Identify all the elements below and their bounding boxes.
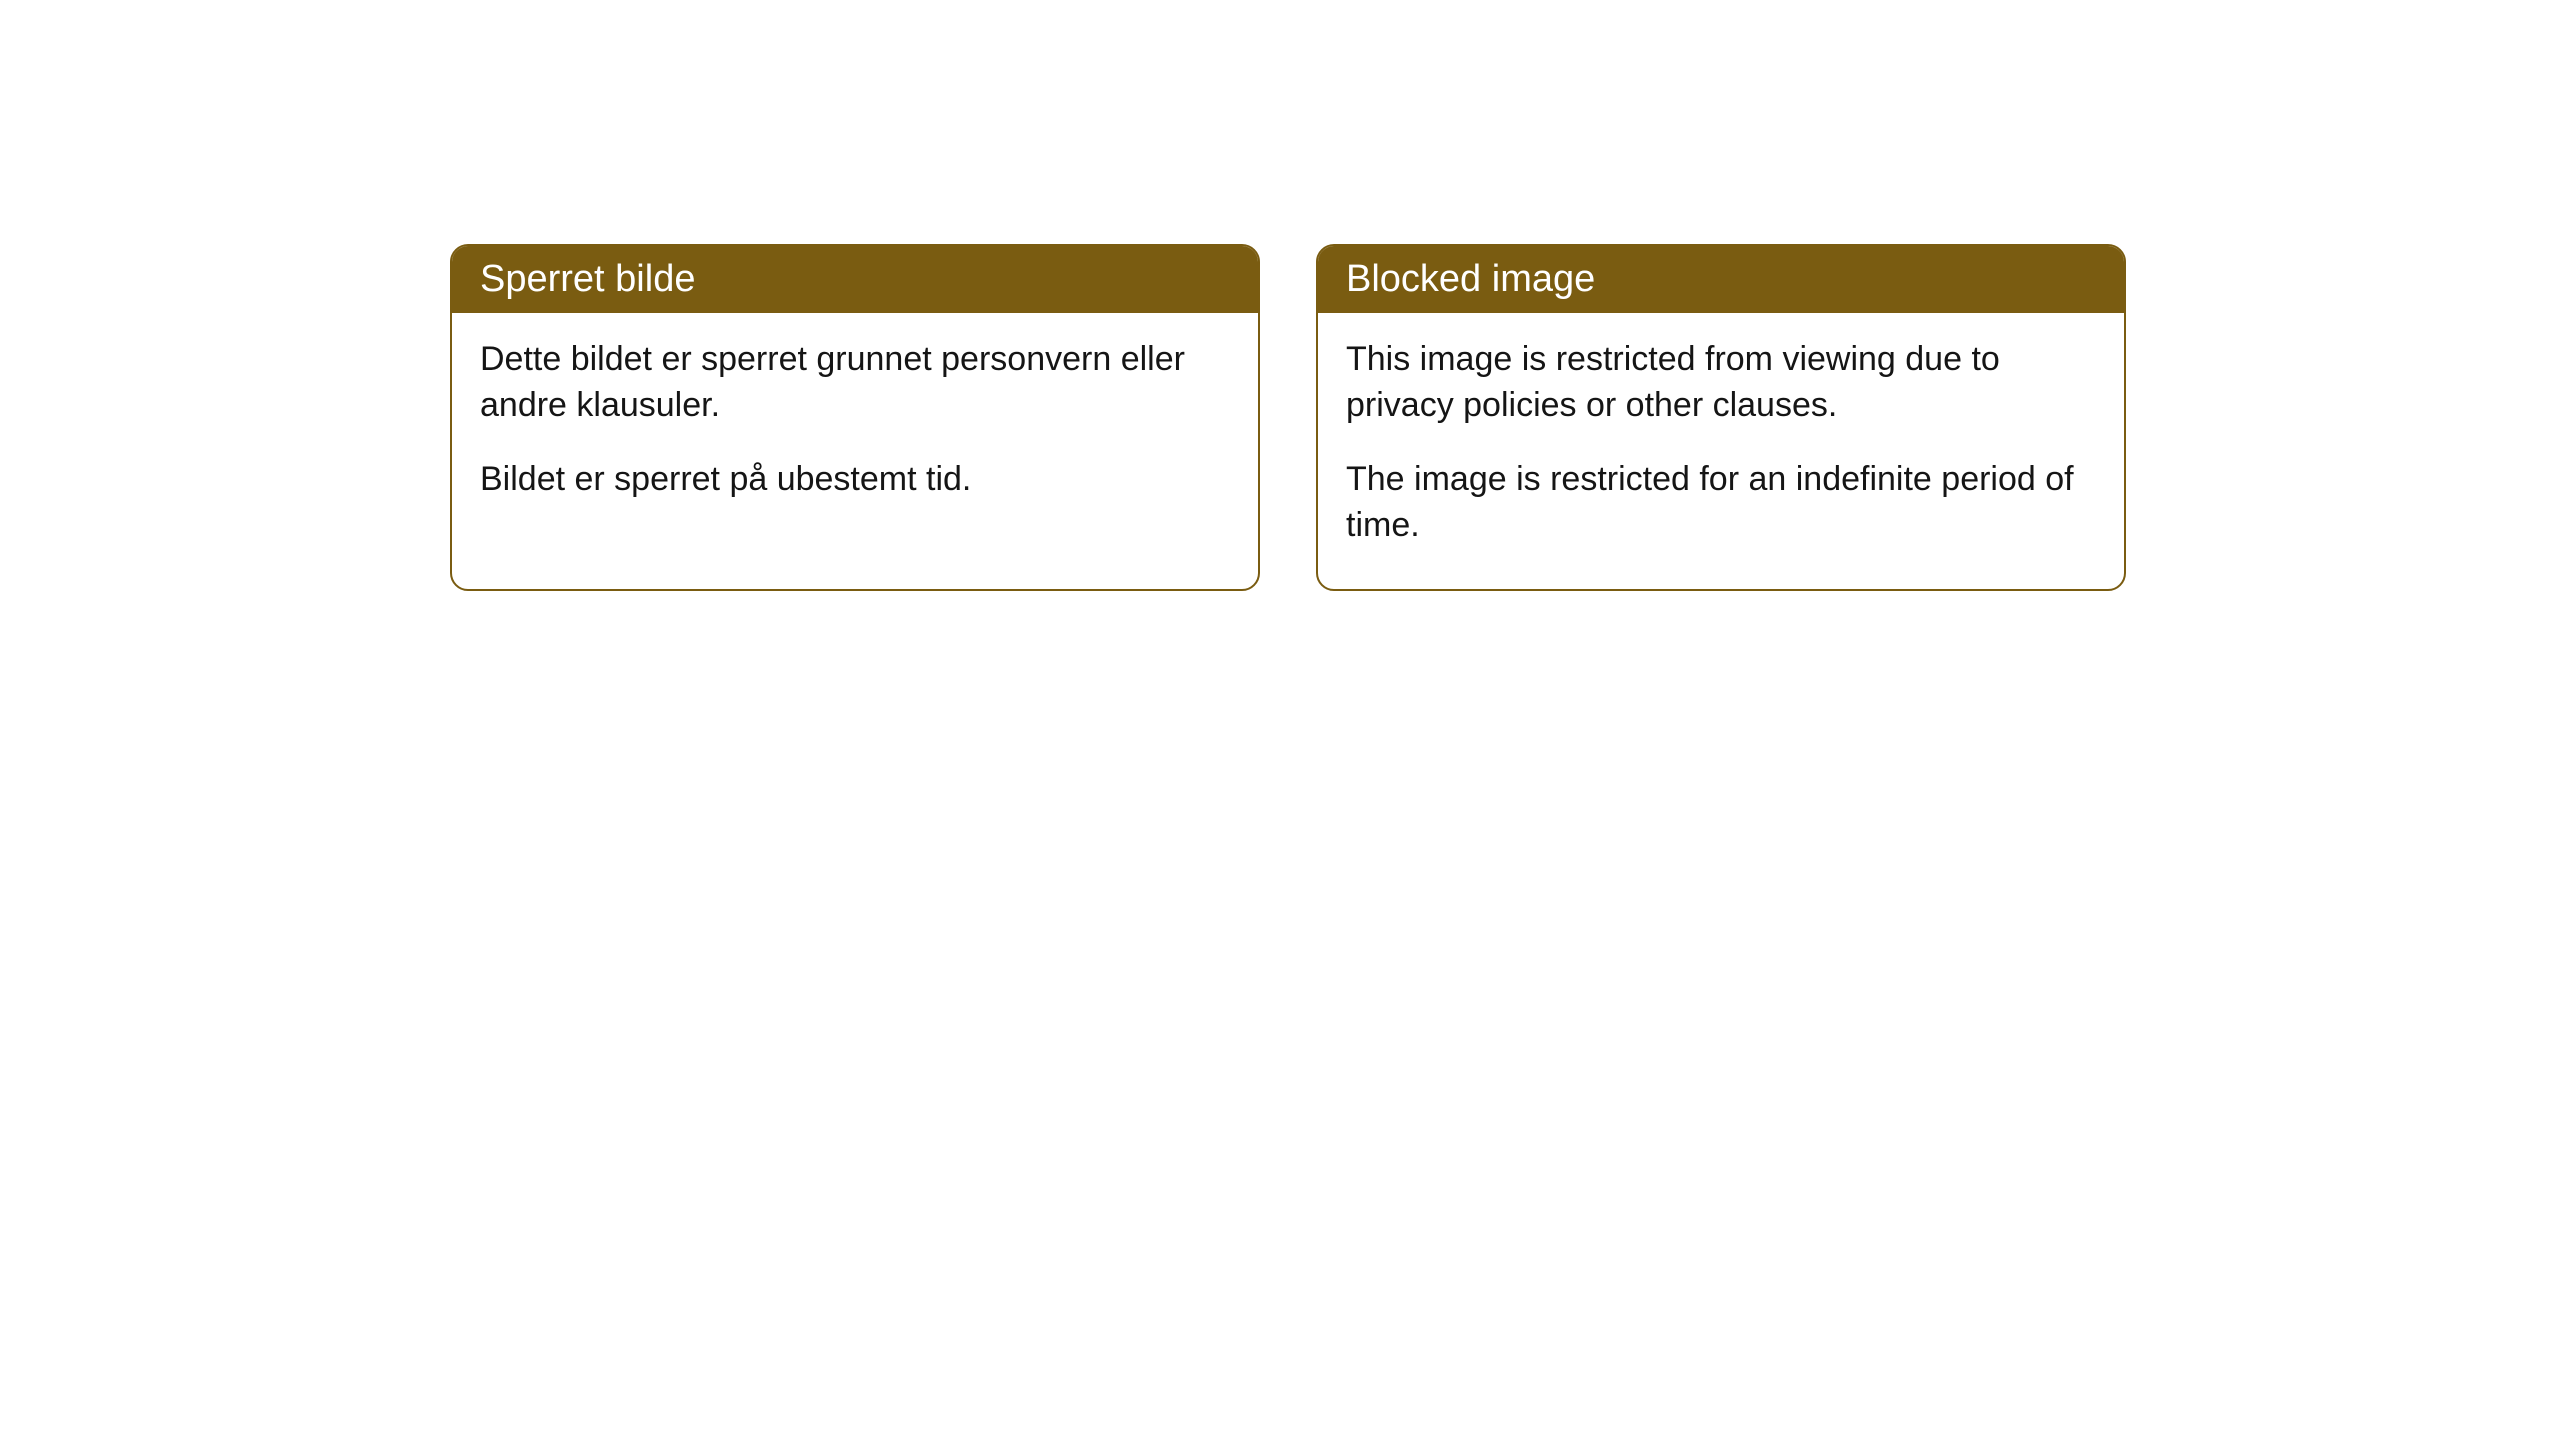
card-body: This image is restricted from viewing du… [1318, 313, 2124, 589]
card-paragraph: This image is restricted from viewing du… [1346, 337, 2096, 429]
card-paragraph: The image is restricted for an indefinit… [1346, 457, 2096, 549]
notice-card-norwegian: Sperret bilde Dette bildet er sperret gr… [450, 244, 1260, 591]
card-body: Dette bildet er sperret grunnet personve… [452, 313, 1258, 543]
card-header: Blocked image [1318, 246, 2124, 313]
card-paragraph: Bildet er sperret på ubestemt tid. [480, 457, 1230, 503]
notice-cards-container: Sperret bilde Dette bildet er sperret gr… [0, 0, 2560, 591]
notice-card-english: Blocked image This image is restricted f… [1316, 244, 2126, 591]
card-header: Sperret bilde [452, 246, 1258, 313]
card-paragraph: Dette bildet er sperret grunnet personve… [480, 337, 1230, 429]
